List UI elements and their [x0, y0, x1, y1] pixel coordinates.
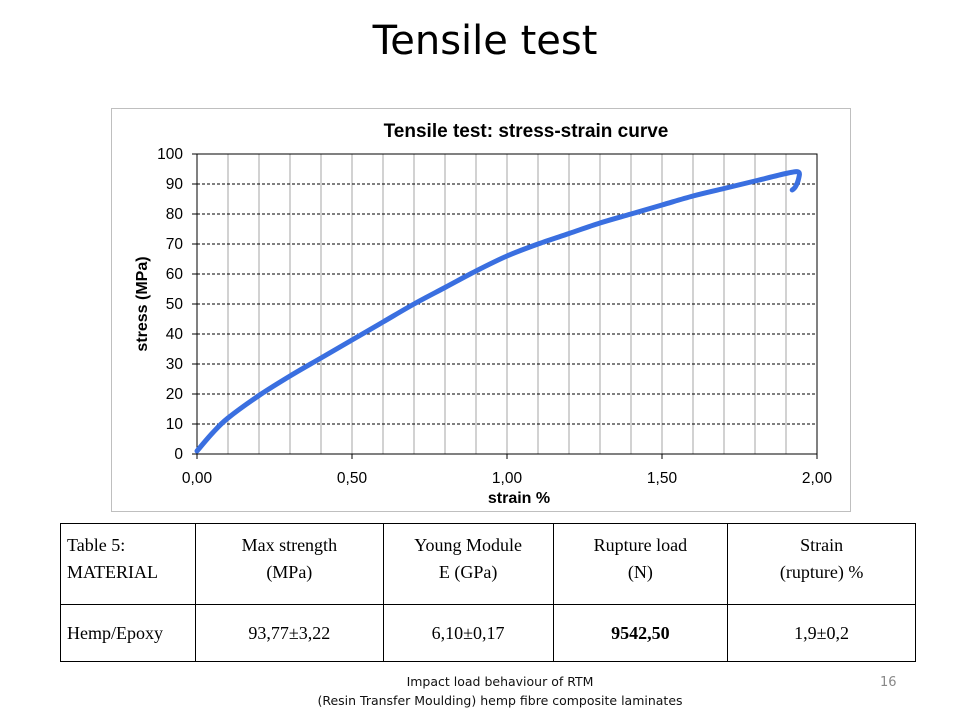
y-tick-label: 50 — [166, 296, 184, 313]
x-tick-label: 1,00 — [492, 470, 523, 487]
chart-title: Tensile test: stress-strain curve — [384, 121, 669, 142]
y-tick-label: 20 — [166, 386, 184, 403]
table-header-row: Table 5: MATERIAL Max strength (MPa) Young… — [60, 523, 916, 605]
results-table: Table 5: MATERIAL Max strength (MPa) Young… — [60, 523, 916, 662]
stress-strain-chart: 0 10 20 30 40 50 60 70 80 90 100 0,00 0,50 1,00 1,50 2… — [134, 121, 833, 507]
y-tick-label: 90 — [166, 176, 184, 193]
y-tick-label: 100 — [157, 146, 183, 163]
cell-rupture-load: 9542,50 — [552, 604, 729, 662]
header-cell-strain: Strain (rupture) % — [727, 523, 916, 605]
y-tick-label: 40 — [166, 326, 184, 343]
y-tick-labels: 0 10 20 30 40 50 60 70 80 90 100 — [157, 146, 197, 463]
header-cell-material: Table 5: MATERIAL — [60, 523, 196, 605]
footer-line-1: Impact load behaviour of RTM — [406, 674, 594, 689]
y-tick-label: 60 — [166, 266, 184, 283]
y-tick-label: 80 — [166, 206, 184, 223]
y-tick-label: 30 — [166, 356, 184, 373]
y-axis-label: stress (MPa) — [134, 256, 151, 351]
cell-young-module: 6,10±0,17 — [382, 604, 554, 662]
x-tick-label: 0,50 — [337, 470, 368, 487]
x-tick-labels: 0,00 0,50 1,00 1,50 2,00 — [182, 454, 833, 487]
x-tick-label: 1,50 — [647, 470, 678, 487]
stress-strain-line — [194, 169, 802, 454]
x-axis-label: strain % — [488, 490, 550, 507]
header-cell-rupture-load: Rupture load (N) — [552, 523, 729, 605]
slide-title: Tensile test — [372, 18, 598, 64]
header-cell-young-module: Young Module E (GPa) — [382, 523, 554, 605]
page-number: 16 — [880, 675, 897, 690]
cell-strain: 1,9±0,2 — [727, 604, 916, 662]
table-row: Hemp/Epoxy 93,77±3,22 6,10±0,17 9542,50 … — [60, 604, 916, 662]
cell-material: Hemp/Epoxy — [60, 604, 196, 662]
chart-frame: 0 10 20 30 40 50 60 70 80 90 100 0,00 0,50 1,00 1,50 2… — [111, 108, 851, 512]
y-tick-label: 0 — [174, 446, 183, 463]
cell-max-strength: 93,77±3,22 — [194, 604, 384, 662]
y-tick-label: 10 — [166, 416, 184, 433]
y-tick-label: 70 — [166, 236, 184, 253]
footer-note: Impact load behaviour of RTM (Resin Tran… — [250, 672, 750, 710]
x-tick-label: 0,00 — [182, 470, 213, 487]
header-cell-max-strength: Max strength (MPa) — [194, 523, 384, 605]
grid-layer — [197, 154, 817, 454]
x-tick-label: 2,00 — [802, 470, 833, 487]
footer-line-2: (Resin Transfer Moulding) hemp fibre com… — [317, 693, 683, 708]
